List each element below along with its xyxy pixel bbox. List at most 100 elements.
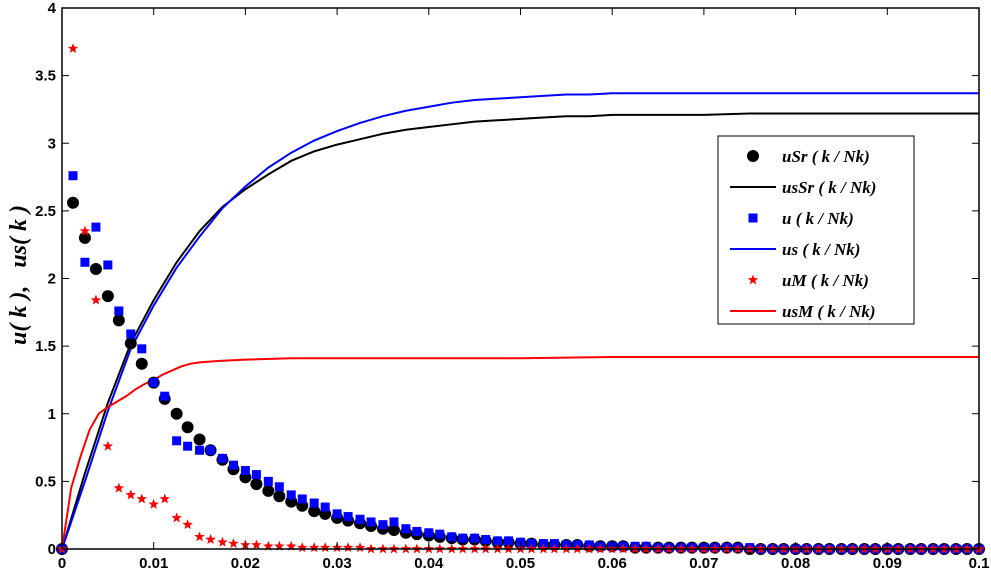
data-point <box>137 344 147 354</box>
legend-label: uM ( k / Nk) <box>782 271 869 290</box>
data-point <box>78 231 91 244</box>
legend-box <box>717 135 915 325</box>
data-point <box>447 532 457 542</box>
legend-entry: uSr ( k / Nk) <box>747 147 870 166</box>
data-point <box>125 489 137 500</box>
data-point <box>217 453 227 463</box>
data-point <box>308 542 320 553</box>
data-point <box>193 433 206 446</box>
data-point <box>286 540 297 551</box>
data-point <box>103 260 113 270</box>
legend-label: usM ( k / Nk) <box>782 302 876 321</box>
data-point <box>297 494 307 504</box>
y-tick-label: 1 <box>48 406 56 423</box>
data-point <box>102 440 114 451</box>
data-point <box>217 536 228 547</box>
x-tick-label: 0.09 <box>873 555 902 572</box>
y-tick-label: 1.5 <box>35 338 56 355</box>
data-point <box>80 257 90 267</box>
data-point <box>366 517 376 527</box>
data-point <box>195 445 205 455</box>
data-point <box>263 476 273 486</box>
x-tick-label: 0.05 <box>506 555 535 572</box>
x-tick-label: 0.1 <box>969 555 990 572</box>
y-tick-label: 3 <box>48 135 56 152</box>
data-point <box>91 222 101 232</box>
legend-entry: usSr ( k / Nk) <box>730 178 876 197</box>
legend-label: usSr ( k / Nk) <box>782 178 876 197</box>
data-point <box>424 528 434 538</box>
series-line-3 <box>61 92 979 550</box>
legend-marker-swatch <box>748 213 758 223</box>
y-tick-label: 2.5 <box>35 203 56 220</box>
data-point <box>332 509 342 519</box>
data-point <box>251 470 261 480</box>
data-point <box>319 542 331 553</box>
data-point <box>354 542 366 553</box>
y-axis-label: u( k ), us( k ) <box>6 205 32 345</box>
data-point <box>309 498 319 508</box>
data-point <box>389 517 399 527</box>
legend-marker-swatch <box>747 150 759 162</box>
data-point <box>228 460 238 470</box>
x-tick-label: 0.08 <box>781 555 810 572</box>
data-point <box>343 512 353 522</box>
x-tick-label: 0.04 <box>414 555 444 572</box>
y-tick-label: 3.5 <box>35 68 56 85</box>
legend-label: u ( k / Nk) <box>782 209 854 228</box>
data-point <box>159 493 170 504</box>
y-tick-label: 4 <box>48 0 57 17</box>
data-point <box>67 196 80 209</box>
data-point <box>182 519 193 530</box>
data-point <box>387 524 400 537</box>
data-point <box>183 441 193 451</box>
axis-ticks: 0 0.01 0.02 0.03 0.04 0.05 0.06 0.07 0.08 0.09 0.1… <box>35 0 989 572</box>
data-point <box>308 505 321 518</box>
data-point <box>112 314 125 327</box>
data-point <box>401 524 411 534</box>
data-point <box>135 357 148 370</box>
data-point <box>262 484 275 497</box>
y-tick-label: 2 <box>48 271 56 288</box>
y-tick-label: 0.5 <box>35 473 56 490</box>
data-point <box>205 534 216 544</box>
series-line-5 <box>61 355 979 550</box>
data-point <box>240 466 250 476</box>
legend-label: us ( k / Nk) <box>782 240 860 259</box>
legend-entry: uM ( k / Nk) <box>747 271 869 290</box>
data-point <box>136 493 148 504</box>
data-point <box>493 536 503 546</box>
data-point <box>79 225 91 236</box>
x-tick-label: 0.02 <box>231 555 260 572</box>
data-point <box>320 502 330 512</box>
data-point <box>470 533 480 543</box>
legend-entry: us ( k / Nk) <box>730 240 860 259</box>
data-point <box>172 436 182 446</box>
data-point <box>101 290 114 303</box>
x-tick-label: 0 <box>58 555 66 572</box>
data-point <box>274 482 284 492</box>
data-point <box>481 535 491 545</box>
data-point <box>297 542 308 553</box>
data-point <box>160 391 170 401</box>
data-point <box>274 540 285 551</box>
x-tick-label: 0.01 <box>139 555 168 572</box>
x-tick-label: 0.03 <box>322 555 351 572</box>
data-point <box>124 337 137 350</box>
data-point <box>206 445 216 455</box>
data-point <box>90 294 102 305</box>
data-point <box>250 478 263 491</box>
legend-entry: usM ( k / Nk) <box>730 302 876 321</box>
data-point <box>342 542 354 553</box>
data-point <box>89 263 102 276</box>
data-point <box>412 526 422 536</box>
data-point <box>286 490 296 500</box>
data-point <box>68 171 78 181</box>
data-point <box>251 539 262 550</box>
data-point <box>263 540 274 551</box>
data-point <box>458 533 468 543</box>
data-point <box>67 43 79 54</box>
data-point <box>273 490 286 503</box>
series-line-1 <box>61 112 979 550</box>
